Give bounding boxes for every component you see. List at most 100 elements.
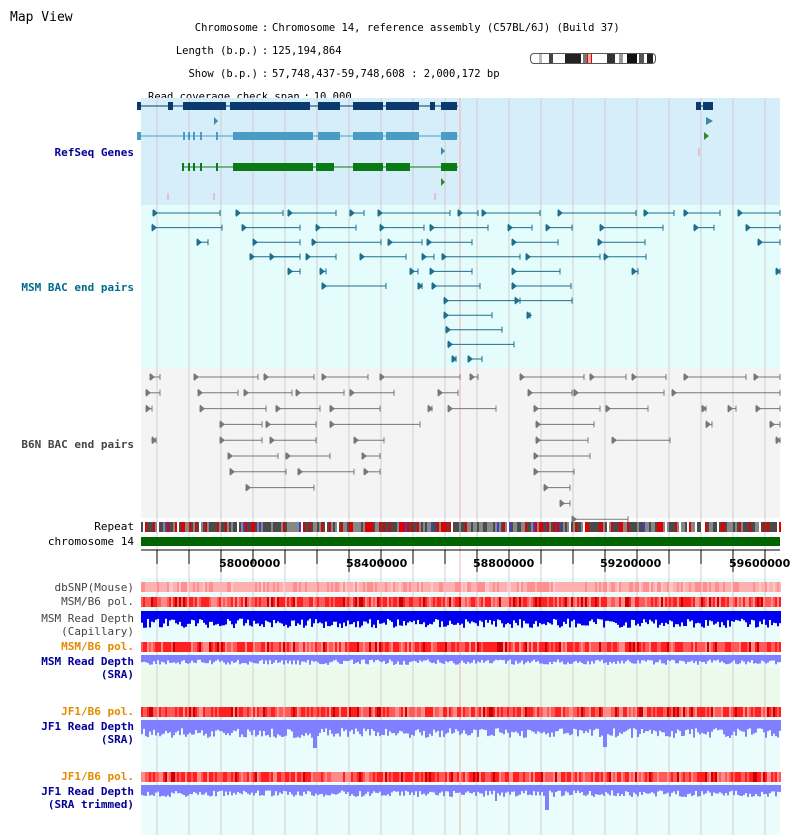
heat-cell: [555, 642, 557, 652]
heat-cell: [643, 707, 645, 717]
depth-bar: [707, 655, 709, 661]
depth-bar: [277, 720, 279, 735]
gene-exon: [441, 132, 457, 140]
repeat-segment: [449, 522, 451, 532]
depth-bar: [265, 720, 267, 736]
refseq-genes-label[interactable]: RefSeq Genes: [54, 146, 134, 159]
heat-cell: [627, 707, 629, 717]
heat-cell: [545, 597, 547, 607]
heat-cell: [727, 642, 729, 652]
heat-cell: [451, 772, 453, 782]
heat-cell: [471, 582, 473, 592]
heat-cell: [655, 707, 657, 717]
heat-cell: [735, 772, 737, 782]
depth-bar: [287, 611, 289, 628]
depth-bar: [331, 785, 333, 794]
depth-bar: [533, 785, 535, 792]
heat-cell: [739, 642, 741, 652]
heat-cell: [731, 582, 733, 592]
heat-cell: [765, 642, 767, 652]
bac-end-arrow: [350, 209, 355, 217]
heat-cell: [207, 597, 209, 607]
depth-bar: [759, 720, 761, 729]
depth-bar: [509, 785, 511, 795]
depth-bar: [385, 611, 387, 625]
heat-cell: [625, 707, 627, 717]
depth-bar: [215, 611, 217, 625]
depth-bar: [593, 655, 595, 664]
depth-bar: [619, 720, 621, 733]
depth-bar: [693, 611, 695, 628]
depth-bar: [385, 785, 387, 796]
depth-bar: [161, 785, 163, 797]
heat-cell: [571, 707, 573, 717]
heat-cell: [633, 582, 635, 592]
heat-cell: [143, 772, 145, 782]
depth-bar: [431, 655, 433, 664]
depth-bar: [247, 785, 249, 794]
heat-cell: [201, 597, 203, 607]
chromosome-ideogram[interactable]: [530, 53, 656, 64]
heat-cell: [603, 707, 605, 717]
heat-cell: [509, 582, 511, 592]
heat-cell: [303, 597, 305, 607]
repeat-segment: [579, 522, 581, 532]
depth-bar: [623, 611, 625, 626]
bac-end-arrow: [632, 267, 637, 276]
bac-end-arrow: [250, 252, 255, 261]
heat-cell: [425, 772, 427, 782]
heat-cell: [777, 597, 779, 607]
heat-cell: [171, 707, 173, 717]
depth-bar: [315, 785, 317, 794]
heat-cell: [633, 642, 635, 652]
heat-cell: [591, 772, 593, 782]
depth-bar: [739, 785, 741, 796]
heat-cell: [685, 582, 687, 592]
heat-cell: [317, 772, 319, 782]
heat-cell: [553, 582, 555, 592]
heat-cell: [341, 772, 343, 782]
depth-bar: [349, 655, 351, 661]
b6n-bac-end-pairs-label[interactable]: B6N BAC end pairs: [21, 438, 134, 451]
depth-bar: [533, 655, 535, 660]
depth-bar: [589, 611, 591, 622]
heat-cell: [209, 642, 211, 652]
bac-end-arrow: [728, 404, 733, 413]
depth-bar: [745, 655, 747, 665]
depth-bar: [199, 785, 201, 793]
heat-cell: [527, 597, 529, 607]
heat-cell: [561, 707, 563, 717]
depth-bar: [719, 655, 721, 663]
heat-cell: [485, 642, 487, 652]
depth-bar: [185, 611, 187, 627]
heat-cell: [169, 582, 171, 592]
heat-cell: [407, 597, 409, 607]
heat-cell: [495, 597, 497, 607]
depth-bar: [345, 720, 347, 730]
heat-cell: [159, 582, 161, 592]
depth-bar: [535, 611, 537, 622]
heat-cell: [457, 582, 459, 592]
depth-bar: [147, 655, 149, 664]
depth-bar: [609, 655, 611, 662]
heat-cell: [691, 772, 693, 782]
heat-cell: [355, 642, 357, 652]
depth-bar: [555, 785, 557, 793]
heat-cell: [679, 597, 681, 607]
bac-end-arrow: [288, 209, 293, 217]
heat-cell: [665, 597, 667, 607]
heat-cell: [389, 707, 391, 717]
depth-bar: [449, 785, 451, 797]
heat-cell: [389, 772, 391, 782]
repeat-segment: [607, 522, 609, 532]
msm-bac-end-pairs-label[interactable]: MSM BAC end pairs: [21, 281, 134, 294]
depth-bar: [731, 785, 733, 791]
depth-bar: [157, 720, 159, 733]
depth-bar: [359, 720, 361, 735]
heat-cell: [621, 772, 623, 782]
depth-bar: [751, 611, 753, 620]
heat-cell: [707, 772, 709, 782]
heat-cell: [767, 642, 769, 652]
depth-bar: [673, 785, 675, 792]
